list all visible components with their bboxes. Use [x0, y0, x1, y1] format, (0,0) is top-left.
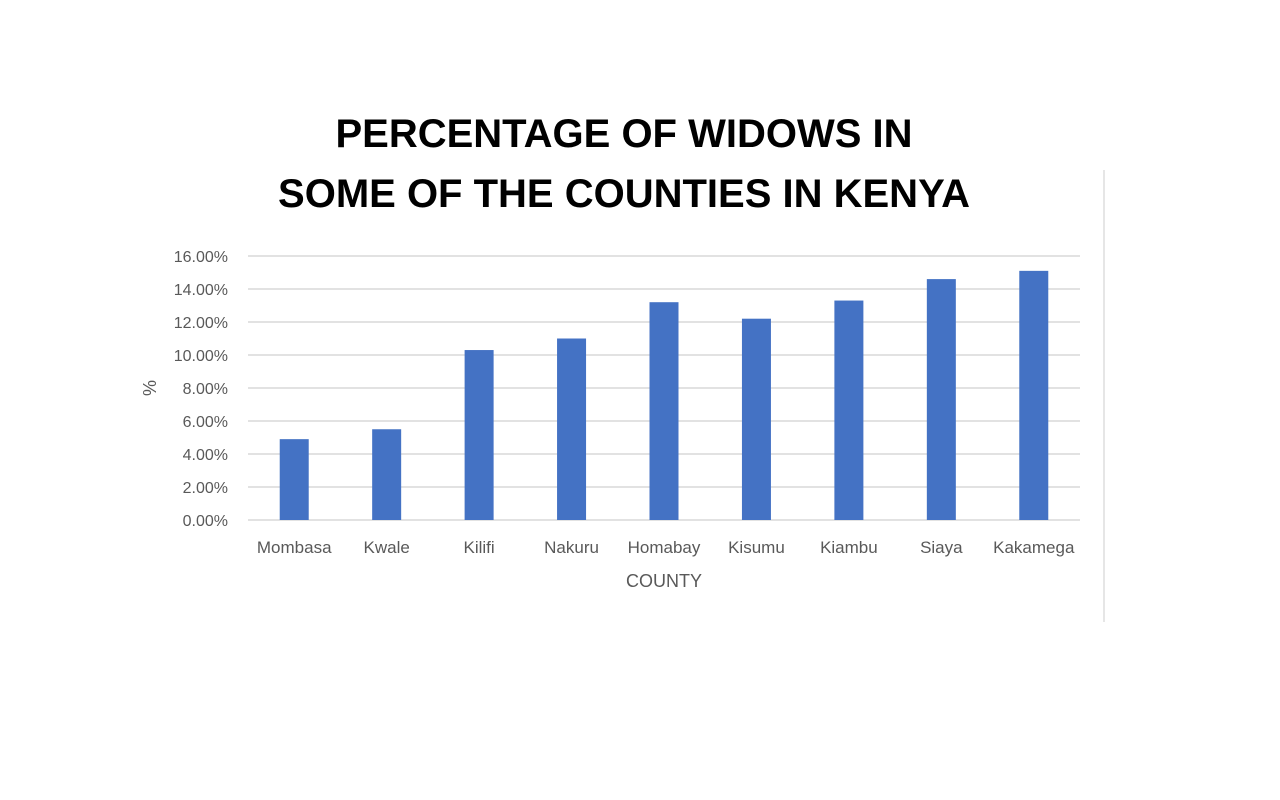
y-tick-label: 12.00% [174, 315, 228, 332]
y-tick-label: 2.00% [183, 480, 228, 497]
x-tick-label: Kilifi [464, 538, 495, 557]
bar-kilifi [464, 350, 494, 520]
bar-kiambu [834, 300, 864, 520]
y-tick-label: 10.00% [174, 348, 228, 365]
y-tick-label: 16.00% [174, 249, 228, 266]
x-tick-label: Kwale [364, 538, 410, 557]
bar-mombasa [279, 439, 309, 520]
x-tick-label: Mombasa [257, 538, 332, 557]
x-tick-label: Kisumu [728, 538, 785, 557]
bar-kwale [372, 429, 402, 520]
x-tick-label: Homabay [628, 538, 701, 557]
bar-homabay [649, 302, 679, 520]
x-tick-label: Kiambu [820, 538, 878, 557]
y-tick-label: 6.00% [183, 414, 228, 431]
y-tick-label: 0.00% [183, 513, 228, 530]
chart-title-line-2: SOME OF THE COUNTIES IN KENYA [278, 172, 970, 216]
x-tick-label: Nakuru [544, 538, 599, 557]
bar-kakamega [1019, 270, 1049, 520]
x-tick-label: Siaya [920, 538, 963, 557]
x-tick-labels: Mombasa Kwale Kilifi Nakuru Homabay Kisumu Kia… [257, 538, 1075, 557]
bars [279, 270, 1049, 520]
y-tick-label: 14.00% [174, 282, 228, 299]
bar-siaya [926, 279, 956, 520]
x-tick-label: Kakamega [993, 538, 1075, 557]
y-tick-labels: 0.00% 2.00% 4.00% 6.00% 8.00% 10.00% 12.00% 14.… [174, 249, 228, 530]
y-tick-label: 8.00% [183, 381, 228, 398]
bar-nakuru [557, 338, 587, 520]
y-axis-label: % [140, 380, 160, 396]
chart-border-edge [1103, 170, 1105, 622]
bar-kisumu [741, 318, 771, 520]
chart-title-line-1: PERCENTAGE OF WIDOWS IN [335, 112, 913, 156]
y-tick-label: 4.00% [183, 447, 228, 464]
x-axis-label: COUNTY [626, 571, 702, 591]
